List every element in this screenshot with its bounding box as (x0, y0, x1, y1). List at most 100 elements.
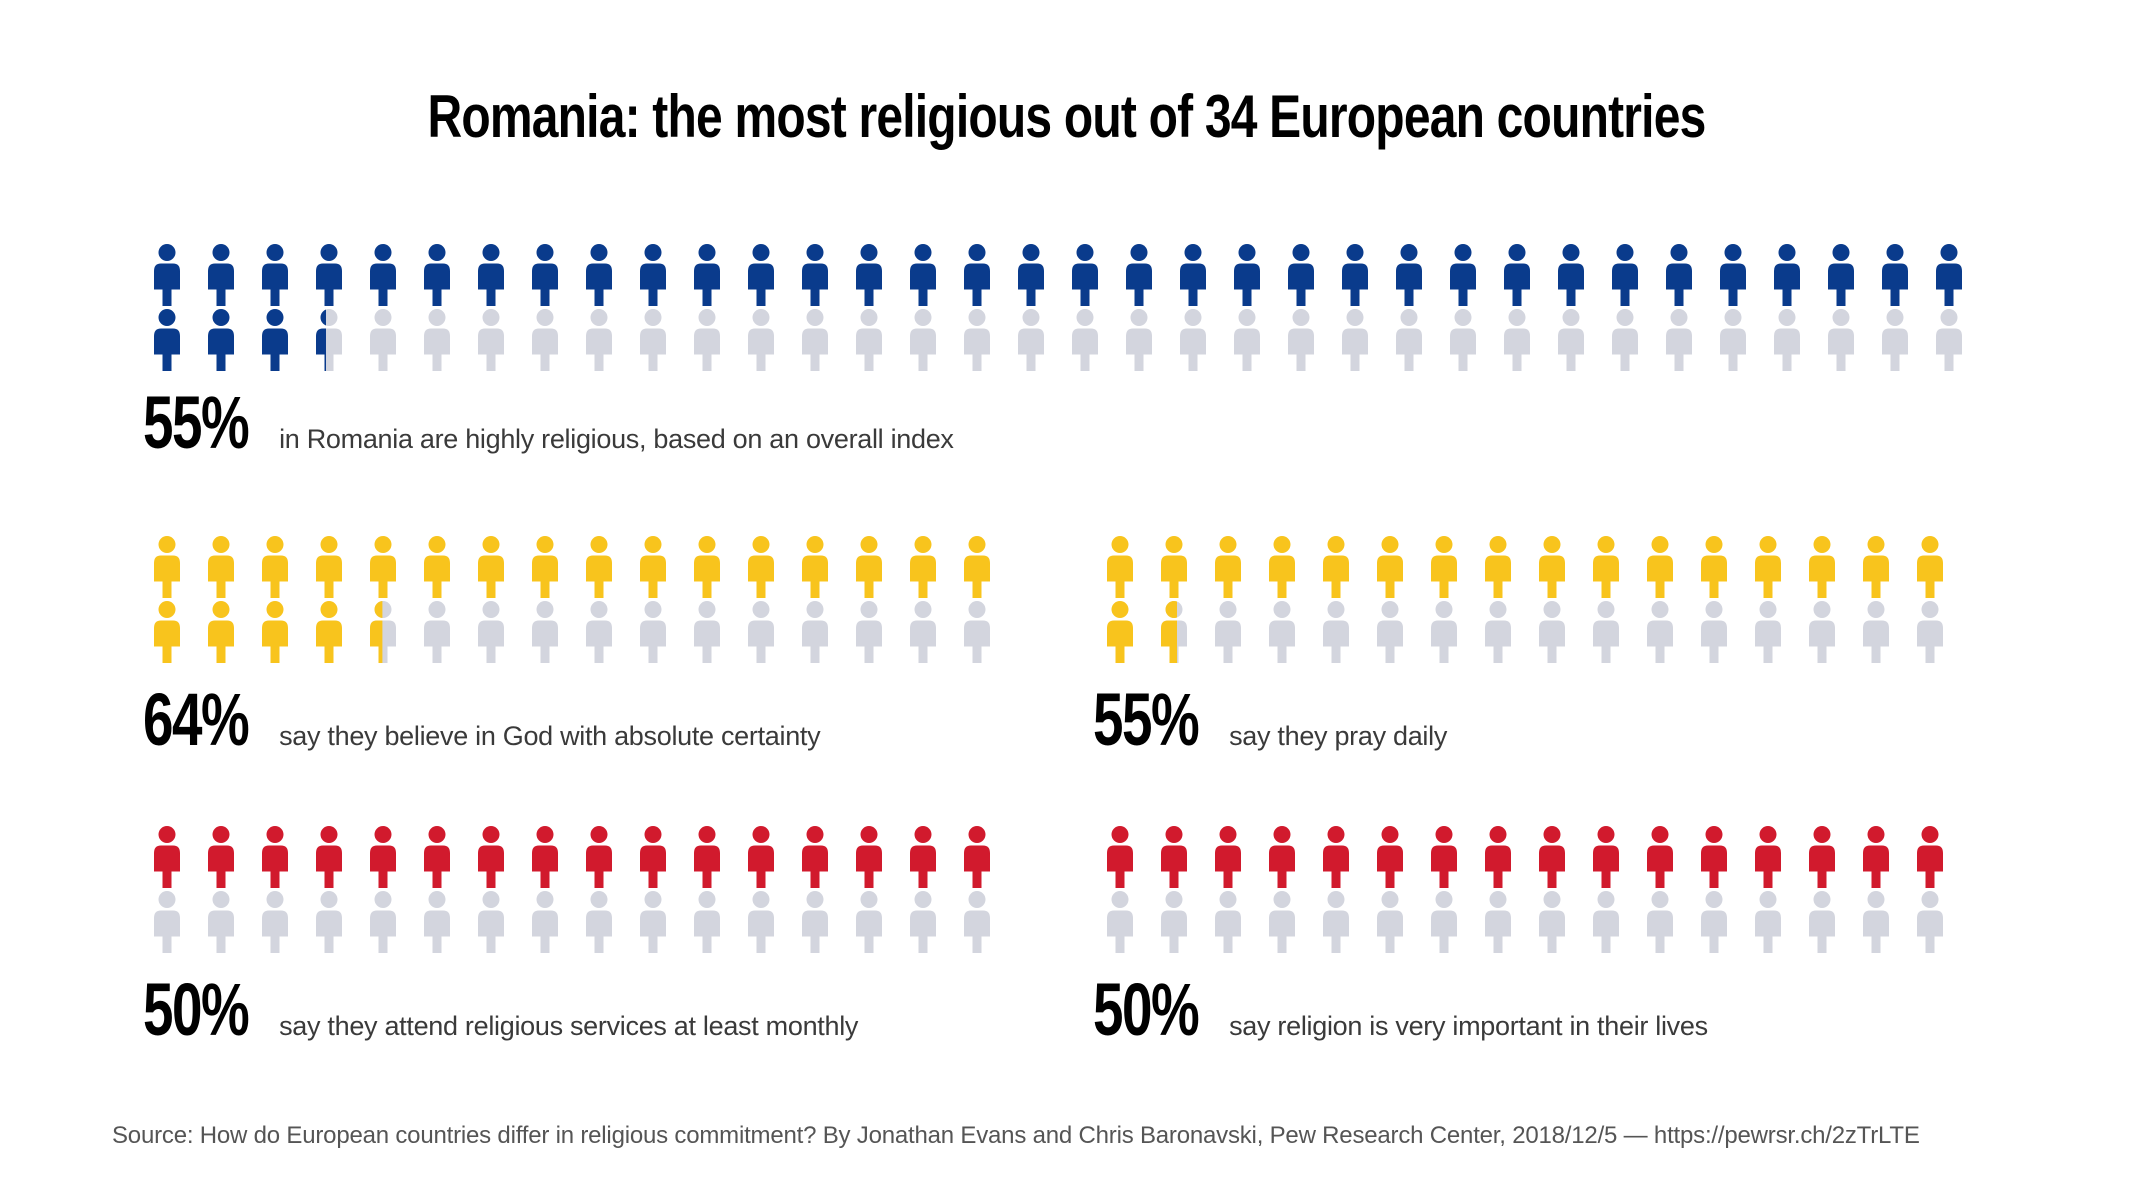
person-icon (1647, 601, 1673, 663)
person-icon (802, 891, 828, 953)
person-icon (856, 826, 882, 888)
person-icon (1558, 244, 1584, 306)
stat-description: say they attend religious services at le… (279, 1011, 859, 1041)
person-icon (1755, 891, 1781, 953)
person-icon (640, 536, 666, 598)
person-icon (154, 536, 180, 598)
person-icon (478, 891, 504, 953)
person-icon (532, 244, 558, 306)
stat-believe-in-god: 64% say they believe in God with absolut… (143, 678, 821, 761)
person-icon (532, 536, 558, 598)
person-icon (154, 309, 180, 371)
person-icon (1863, 891, 1889, 953)
person-icon (1107, 891, 1133, 953)
person-icon (856, 601, 882, 663)
person-icon (1863, 601, 1889, 663)
person-icon (586, 536, 612, 598)
person-icon (370, 891, 396, 953)
person-icon (1377, 536, 1403, 598)
person-icon (1431, 891, 1457, 953)
person-icon (748, 536, 774, 598)
person-icon (694, 891, 720, 953)
person-icon (208, 536, 234, 598)
person-icon (1593, 601, 1619, 663)
pictogram-chart-attend-services (152, 826, 992, 953)
person-icon (1485, 601, 1511, 663)
person-icon (802, 601, 828, 663)
person-icon (424, 891, 450, 953)
person-icon (316, 601, 342, 663)
person-icon (1107, 601, 1133, 663)
person-icon (748, 601, 774, 663)
person-icon (1809, 826, 1835, 888)
person-icon (910, 891, 936, 953)
person-icon (154, 601, 180, 663)
source-text: Source: How do European countries differ… (112, 1122, 1654, 1149)
person-icon (1647, 826, 1673, 888)
person-icon (1539, 891, 1565, 953)
stat-description: say they pray daily (1229, 721, 1448, 751)
person-icon (1234, 309, 1260, 371)
person-icon (1863, 536, 1889, 598)
person-icon (1377, 891, 1403, 953)
person-icon (1161, 891, 1187, 953)
stat-description: say religion is very important in their … (1229, 1011, 1708, 1041)
pictogram-chart-religion-important (1105, 826, 1945, 953)
source-link[interactable]: https://pewrsr.ch/2zTrLTE (1653, 1122, 1920, 1149)
person-icon (1701, 536, 1727, 598)
person-icon (1809, 536, 1835, 598)
person-icon (1809, 601, 1835, 663)
person-icon (1288, 309, 1314, 371)
stat-value: 55% (143, 381, 250, 464)
person-icon (802, 536, 828, 598)
person-icon (1450, 309, 1476, 371)
person-icon (856, 244, 882, 306)
person-icon (1917, 826, 1943, 888)
person-icon (208, 601, 234, 663)
person-icon (964, 891, 990, 953)
person-icon (316, 244, 342, 306)
person-icon (1755, 536, 1781, 598)
person-icon (1215, 826, 1241, 888)
source-note: Source: How do European countries differ… (112, 1122, 1920, 1150)
person-icon (802, 309, 828, 371)
person-icon (262, 244, 288, 306)
person-icon (640, 244, 666, 306)
person-icon (478, 309, 504, 371)
person-icon (1666, 244, 1692, 306)
person-icon (910, 309, 936, 371)
person-icon (208, 891, 234, 953)
person-icon (640, 891, 666, 953)
person-icon (1431, 826, 1457, 888)
person-icon (1018, 244, 1044, 306)
person-icon (1504, 244, 1530, 306)
person-icon (1863, 826, 1889, 888)
page-title: Romania: the most religious out of 34 Eu… (427, 83, 1706, 150)
stat-highly-religious: 55% in Romania are highly religious, bas… (143, 381, 954, 464)
person-icon (316, 891, 342, 953)
person-icon (694, 309, 720, 371)
stat-value: 64% (143, 678, 250, 761)
person-icon (154, 244, 180, 306)
person-icon (586, 244, 612, 306)
person-icon (1126, 309, 1152, 371)
stat-value: 50% (143, 968, 250, 1051)
person-icon (1215, 536, 1241, 598)
person-icon (1593, 891, 1619, 953)
person-icon (1107, 826, 1133, 888)
person-icon (424, 601, 450, 663)
person-icon (748, 309, 774, 371)
person-icon (1323, 891, 1349, 953)
person-icon (964, 536, 990, 598)
person-icon (1774, 244, 1800, 306)
person-icon (1612, 244, 1638, 306)
stat-religion-important: 50% say religion is very important in th… (1093, 972, 1708, 1046)
person-icon (1936, 309, 1962, 371)
person-icon (856, 309, 882, 371)
person-icon (1269, 826, 1295, 888)
person-icon (532, 891, 558, 953)
person-icon (1720, 244, 1746, 306)
person-icon (1161, 826, 1187, 888)
person-icon (208, 826, 234, 888)
pictogram-chart-highly-religious (152, 244, 1964, 371)
